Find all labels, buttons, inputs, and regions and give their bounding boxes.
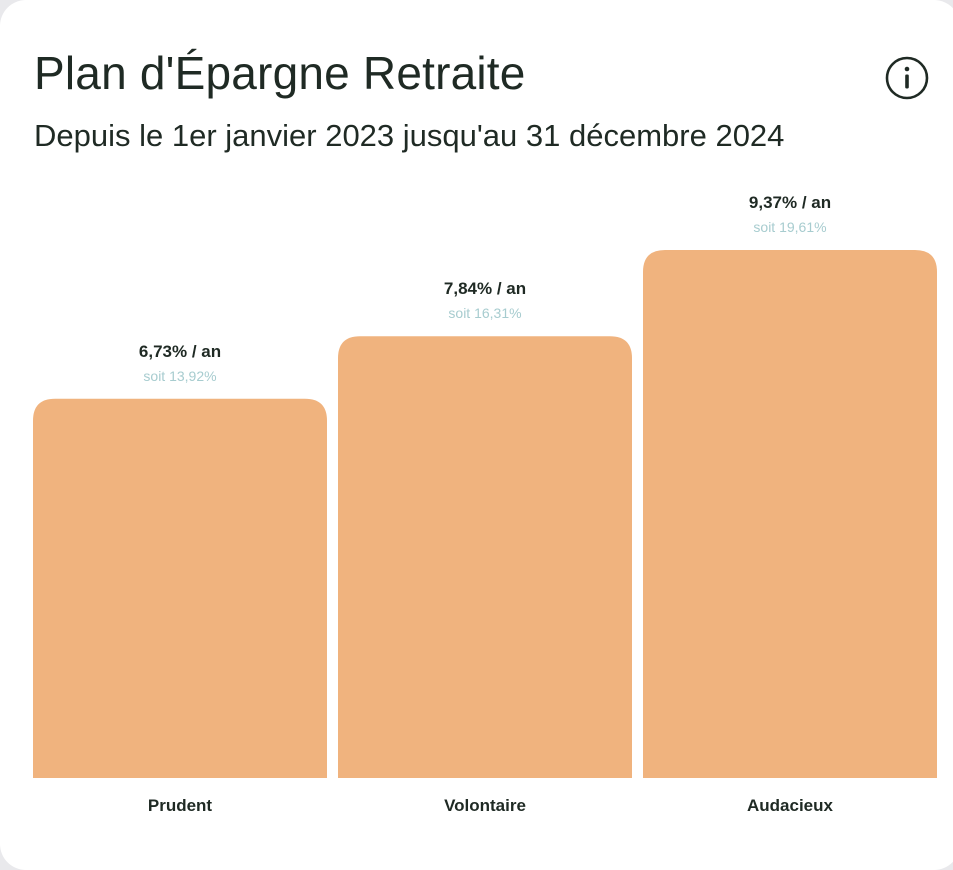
total-label: soit 19,61% [753,219,826,235]
rate-label: 6,73% / an [139,342,221,361]
chart-subtitle: Depuis le 1er janvier 2023 jusqu'au 31 d… [34,118,785,153]
info-circle-icon[interactable] [884,55,930,101]
bar-audacieux[interactable] [643,250,937,778]
rate-label: 7,84% / an [444,279,526,298]
category-label: Volontaire [444,796,526,815]
category-label: Prudent [148,796,213,815]
total-label: soit 16,31% [448,305,521,321]
bar-prudent[interactable] [33,398,327,778]
category-label: Audacieux [747,796,834,815]
bar-volontaire[interactable] [338,336,632,778]
chart-title: Plan d'Épargne Retraite [34,47,526,99]
rate-label: 9,37% / an [749,193,831,212]
total-label: soit 13,92% [143,368,216,384]
